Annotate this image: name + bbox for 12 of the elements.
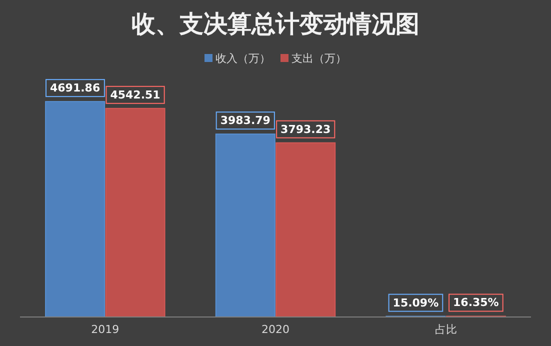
- data-label: 4542.51: [110, 88, 160, 102]
- x-tick-label: 占比: [434, 322, 457, 336]
- data-label: 16.35%: [453, 296, 499, 310]
- data-label: 4691.86: [50, 82, 100, 95]
- data-label: 3793.23: [280, 122, 331, 136]
- x-tick-label: 2020: [262, 322, 290, 336]
- legend-label: 收入（万）: [216, 52, 270, 65]
- data-label: 15.09%: [392, 296, 439, 310]
- data-label: 3983.79: [220, 114, 270, 128]
- legend-label: 支出（万）: [292, 52, 346, 65]
- chart-title: 收、支决算总计变动情况图: [132, 10, 420, 38]
- x-tick-label: 2019: [91, 322, 120, 336]
